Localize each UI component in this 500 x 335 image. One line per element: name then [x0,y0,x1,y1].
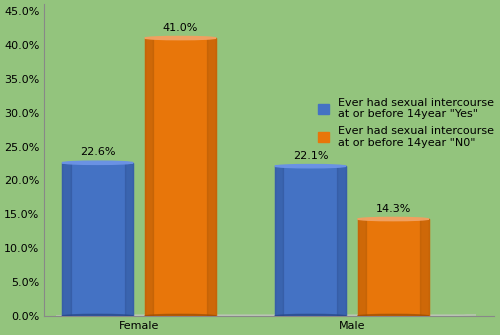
Bar [145,38,154,316]
Bar [62,163,133,316]
Bar [275,166,346,316]
Ellipse shape [275,314,346,318]
Ellipse shape [62,314,133,318]
Bar [358,219,428,316]
Bar [358,219,366,316]
Bar [62,163,70,316]
Text: 14.3%: 14.3% [376,204,411,214]
Ellipse shape [145,314,216,318]
Bar [145,38,216,316]
Bar [208,38,216,316]
Ellipse shape [145,37,216,40]
Legend: Ever had sexual intercourse
at or before 14year "Yes", Ever had sexual intercour: Ever had sexual intercourse at or before… [314,94,497,151]
Bar [275,166,283,316]
Bar [420,219,428,316]
Polygon shape [56,315,476,316]
Text: 22.1%: 22.1% [292,151,328,161]
Ellipse shape [62,161,133,164]
Ellipse shape [358,314,428,318]
Bar [338,166,346,316]
Bar [124,163,133,316]
Ellipse shape [358,217,428,221]
Text: 22.6%: 22.6% [80,147,116,157]
Ellipse shape [275,164,346,168]
Text: 41.0%: 41.0% [162,23,198,32]
